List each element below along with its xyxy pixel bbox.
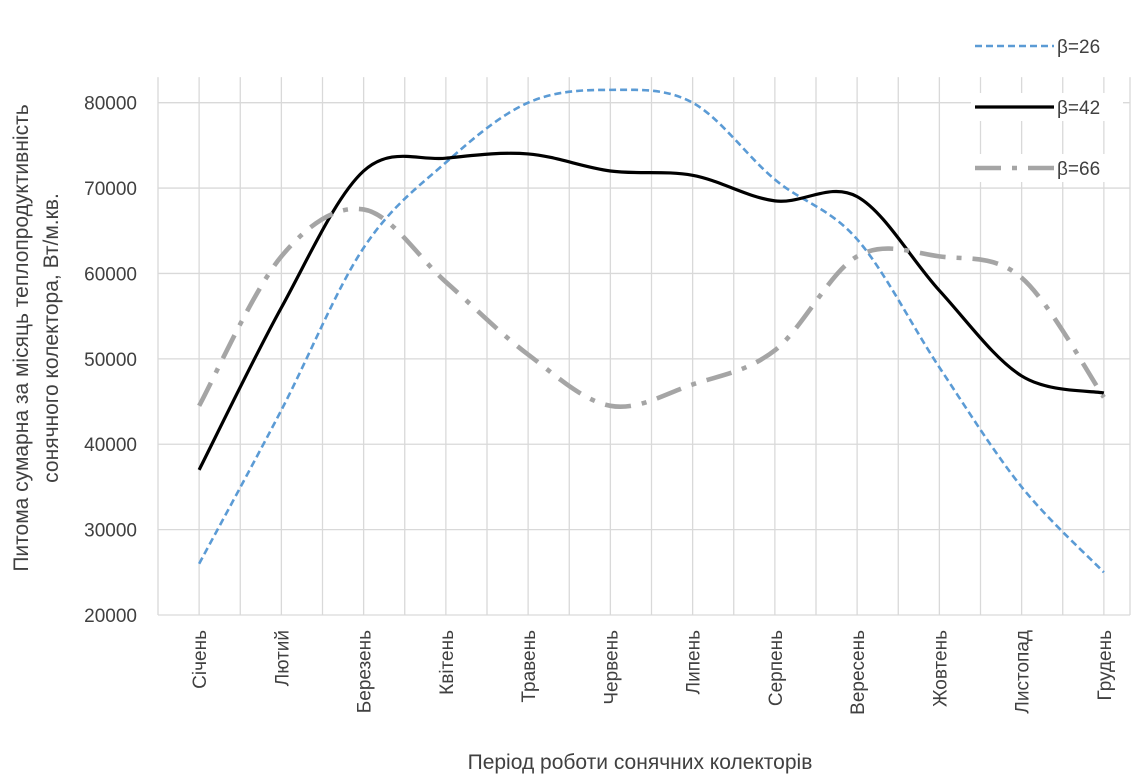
y-tick-label: 70000 xyxy=(84,179,137,200)
x-tick-label: Травень xyxy=(519,630,540,703)
x-tick-label: Вересень xyxy=(848,630,869,715)
x-axis-title: Період роботи сонячних колекторів xyxy=(468,751,813,774)
series-lines xyxy=(197,88,1106,574)
y-tick-label: 80000 xyxy=(84,94,137,115)
grid-lines xyxy=(157,77,1131,616)
y-tick-label: 40000 xyxy=(84,435,137,456)
y-tick-label: 60000 xyxy=(84,264,137,285)
y-tick-label: 20000 xyxy=(84,606,137,627)
x-tick-label: Листопад xyxy=(1013,630,1034,714)
legend-label-1: β=26 xyxy=(1057,37,1100,58)
y-axis-title-line2: сонячного колектора, Вт/м.кв. xyxy=(40,193,63,483)
x-tick-label: Лютий xyxy=(272,630,293,686)
y-tick-label: 30000 xyxy=(84,521,137,542)
x-tick-label: Квітень xyxy=(437,630,458,695)
series-line-3 xyxy=(197,206,1106,409)
y-tick-label: 50000 xyxy=(84,350,137,371)
x-tick-label: Січень xyxy=(190,630,211,689)
legend-label-3: β=66 xyxy=(1057,159,1100,180)
x-tick-label: Серпень xyxy=(766,630,787,706)
series-line-2 xyxy=(197,151,1105,471)
y-tick-labels: 20000 30000 40000 50000 60000 70000 80000 xyxy=(84,94,137,627)
x-tick-label: Липень xyxy=(684,630,705,694)
x-tick-label: Червень xyxy=(601,630,622,705)
y-axis-title-line1: Питома сумарна за місяць теплопродуктивн… xyxy=(10,104,33,571)
series-line-1 xyxy=(197,88,1105,574)
x-tick-labels: Січень Лютий Березень Квітень Травень Червень… xyxy=(190,630,1116,715)
x-tick-label: Грудень xyxy=(1095,630,1116,701)
legend: β=26 β=42 β=66 xyxy=(971,32,1123,182)
x-tick-label: Березень xyxy=(355,630,376,713)
x-tick-label: Жовтень xyxy=(930,630,951,707)
legend-label-2: β=42 xyxy=(1057,98,1100,119)
